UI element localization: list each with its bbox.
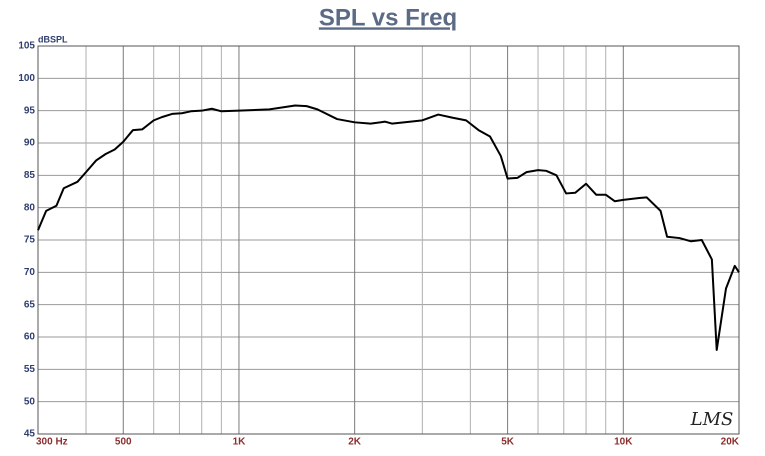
- watermark: LMS: [690, 409, 734, 430]
- y-tick-label: 75: [24, 235, 36, 246]
- x-tick-label: 1K: [233, 437, 247, 448]
- y-tick-label: 80: [24, 202, 36, 213]
- y-tick-label: 70: [24, 267, 36, 278]
- x-tick-label: 500: [115, 437, 132, 448]
- y-tick-label: 45: [24, 429, 36, 440]
- chart-title: SPL vs Freq: [319, 4, 457, 31]
- y-tick-label: 100: [18, 73, 35, 84]
- y-tick-label: 90: [24, 138, 36, 149]
- x-tick-label: 300 Hz: [36, 437, 68, 448]
- y-tick-label: 95: [24, 105, 36, 116]
- y-tick-label: 60: [24, 332, 36, 343]
- y-tick-label: 105: [18, 41, 35, 52]
- x-tick-label: 10K: [614, 437, 633, 448]
- x-tick-label: 20K: [721, 437, 740, 448]
- y-tick-label: 65: [24, 299, 36, 310]
- y-tick-label: 50: [24, 396, 36, 407]
- y-axis-label: dBSPL: [38, 34, 68, 44]
- spl-line: [37, 104, 740, 351]
- plot-frame: [37, 45, 740, 435]
- x-tick-label: 2K: [348, 437, 362, 448]
- x-tick-label: 5K: [501, 437, 515, 448]
- y-tick-label: 55: [24, 364, 36, 375]
- y-tick-label: 85: [24, 170, 36, 181]
